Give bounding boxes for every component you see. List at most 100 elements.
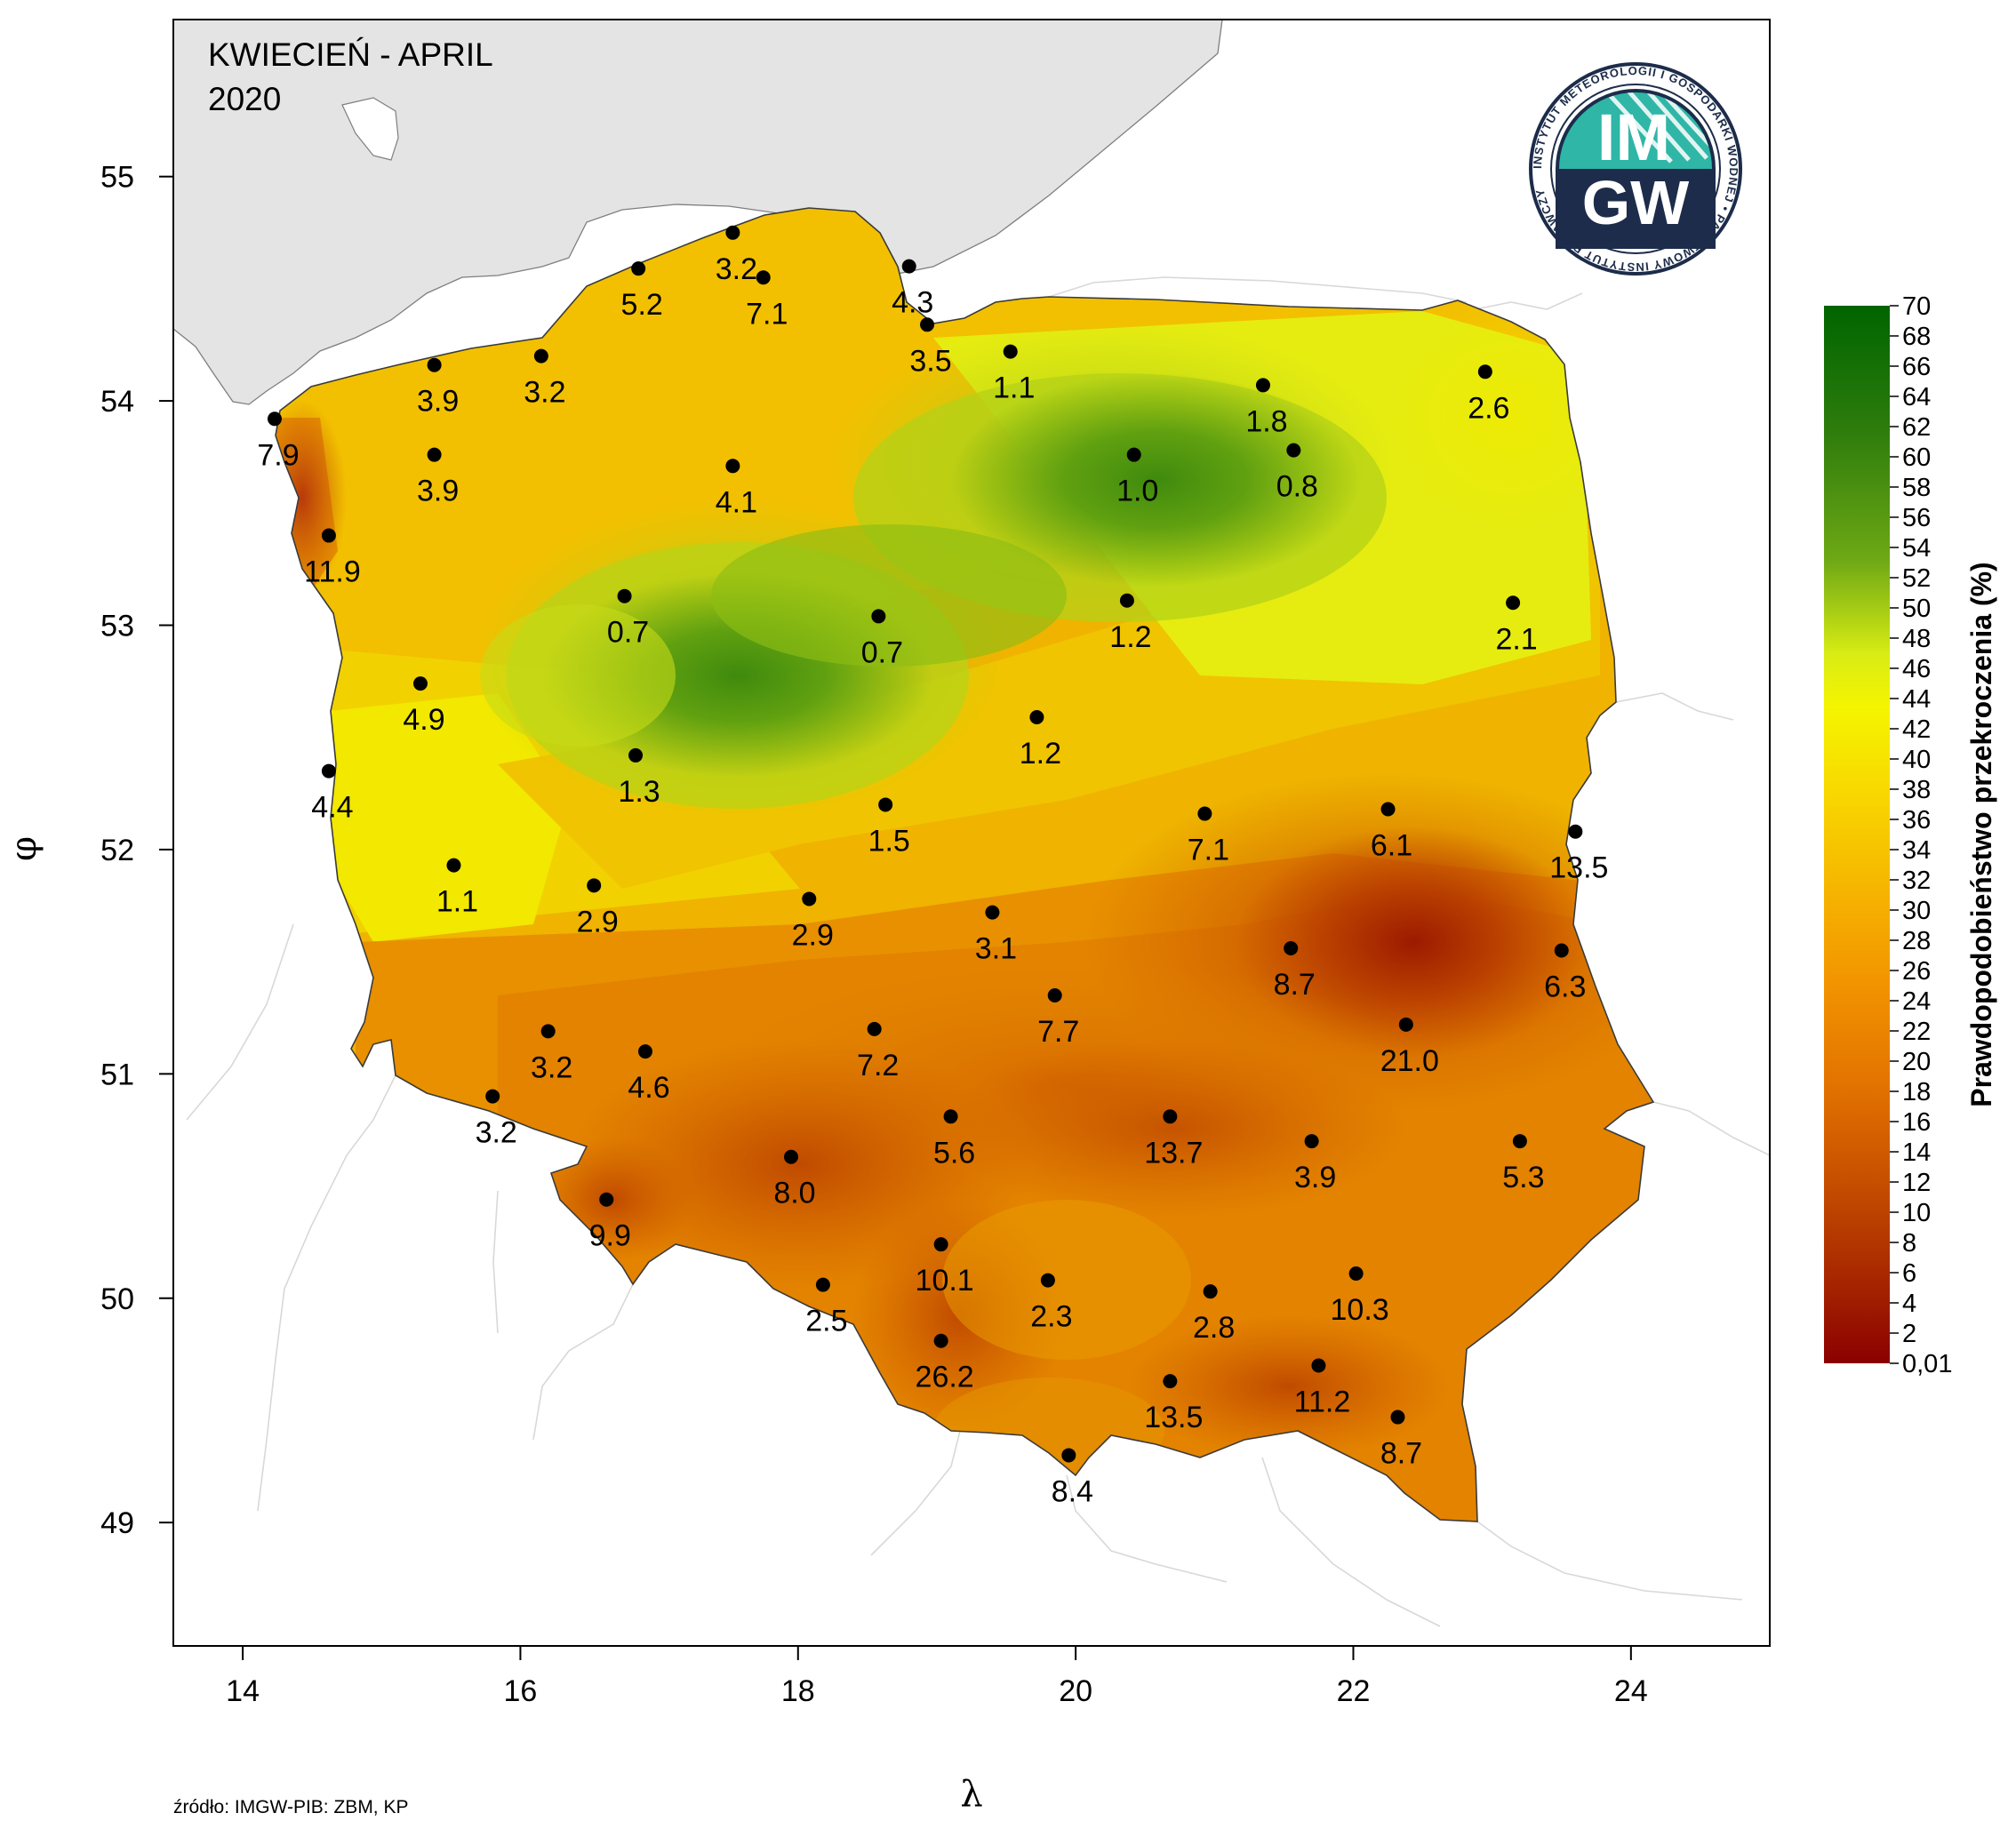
legend-label: 64 [1902, 383, 1931, 411]
station-marker [1380, 802, 1396, 817]
station-marker [446, 858, 461, 873]
station-marker [1477, 364, 1492, 379]
station-marker [933, 1333, 948, 1348]
station-value: 8.4 [1052, 1474, 1093, 1508]
station-value: 3.9 [417, 385, 459, 419]
station-marker [637, 1044, 652, 1059]
station-value: 1.1 [436, 885, 478, 919]
station-value: 4.6 [628, 1071, 669, 1105]
station-marker [1512, 1134, 1527, 1149]
station-value: 5.2 [621, 288, 663, 322]
station-value: 3.5 [909, 344, 951, 378]
station-value: 7.1 [1188, 834, 1229, 867]
legend-label: 6 [1902, 1259, 1916, 1288]
y-tick-label: 51 [100, 1058, 134, 1091]
y-tick-label: 55 [100, 161, 134, 195]
legend-labels: 7068666462605856545250484644424038363432… [1890, 292, 1952, 1378]
station-value: 2.1 [1495, 622, 1537, 656]
legend-label: 40 [1902, 746, 1931, 774]
station-value: 1.0 [1116, 475, 1158, 508]
imgw-logo: IM GW INSTYTUT METEOROLOGII I GOSPODARKI… [1529, 62, 1742, 276]
source-note: źródło: IMGW-PIB: ZBM, KP [173, 1797, 409, 1817]
legend-title: Prawdopodobieństwo przekroczenia (%) [1965, 562, 1997, 1106]
map-title: KWIECIEŃ - APRIL [208, 36, 493, 73]
station-marker [933, 1237, 948, 1252]
station-marker [1568, 824, 1583, 839]
station-value: 1.8 [1245, 404, 1287, 438]
legend-label: 20 [1902, 1048, 1931, 1076]
legend-label: 4 [1902, 1290, 1916, 1318]
station-value: 1.5 [868, 824, 910, 858]
station-value: 21.0 [1380, 1044, 1439, 1078]
station-marker [871, 609, 886, 624]
legend-label: 68 [1902, 323, 1931, 351]
station-value: 4.1 [716, 485, 757, 519]
station-marker [321, 763, 336, 779]
legend-label: 60 [1902, 443, 1931, 472]
plot-frame [172, 19, 1771, 1647]
legend-label: 16 [1902, 1108, 1931, 1137]
station-value: 2.9 [792, 918, 834, 952]
station-value: 3.2 [476, 1116, 517, 1150]
station-marker [815, 1277, 830, 1292]
station-value: 13.7 [1144, 1136, 1203, 1170]
legend-label: 36 [1902, 806, 1931, 835]
legend-label: 46 [1902, 655, 1931, 683]
station-value: 2.6 [1468, 391, 1509, 425]
station-marker [1203, 1284, 1218, 1299]
station-value: 10.1 [916, 1264, 974, 1298]
station-marker [427, 447, 442, 462]
legend-label: 56 [1902, 504, 1931, 532]
station-marker [321, 528, 336, 543]
station-marker [1348, 1266, 1364, 1281]
y-tick-label: 52 [100, 834, 134, 867]
station-marker [1255, 378, 1270, 393]
legend-label: 34 [1902, 836, 1931, 865]
station-value: 11.9 [304, 555, 361, 589]
station-value: 13.5 [1144, 1401, 1203, 1434]
station-marker [1040, 1273, 1055, 1288]
station-marker [1029, 710, 1044, 725]
y-tick-label: 50 [100, 1282, 134, 1316]
legend-label: 28 [1902, 927, 1931, 955]
legend-label: 10 [1902, 1199, 1931, 1227]
station-value: 0.7 [607, 616, 649, 650]
station-marker [599, 1192, 614, 1207]
station-value: 7.9 [257, 438, 299, 472]
station-marker [1197, 806, 1212, 821]
station-value: 4.4 [311, 791, 353, 825]
legend-label: 32 [1902, 867, 1931, 895]
station-value: 7.1 [746, 297, 788, 331]
logo-letters-top: IM [1597, 100, 1670, 174]
legend-label: 26 [1902, 957, 1931, 986]
legend-label: 22 [1902, 1018, 1931, 1046]
legend-label: 54 [1902, 534, 1931, 563]
station-value: 6.3 [1544, 970, 1586, 1004]
legend-label: 30 [1902, 897, 1931, 925]
station-value: 0.7 [861, 635, 903, 669]
baltic-sea [173, 20, 1223, 405]
curonian-lagoon [341, 97, 399, 161]
station-marker [1061, 1448, 1076, 1463]
legend-label: 14 [1902, 1138, 1931, 1167]
station-marker [1163, 1109, 1178, 1124]
logo-letters-bottom: GW [1582, 168, 1690, 237]
station-marker [1126, 447, 1141, 462]
station-value: 8.0 [773, 1177, 815, 1210]
station-marker [943, 1109, 958, 1124]
legend-label: 70 [1902, 292, 1931, 321]
station-value: 8.7 [1380, 1437, 1422, 1471]
y-tick-label: 54 [100, 385, 134, 419]
station-marker [1398, 1017, 1413, 1032]
color-legend: 7068666462605856545250484644424038363432… [1824, 292, 1997, 1378]
station-value: 3.2 [531, 1050, 572, 1084]
x-tick-label: 20 [1059, 1674, 1092, 1708]
station-value: 7.2 [857, 1049, 899, 1082]
station-value: 13.5 [1549, 851, 1608, 885]
station-value: 26.2 [916, 1361, 974, 1394]
station-marker [1119, 593, 1134, 608]
legend-label: 2 [1902, 1320, 1916, 1348]
legend-label: 12 [1902, 1169, 1931, 1197]
legend-label: 44 [1902, 685, 1931, 714]
y-axis-title: φ [4, 836, 44, 861]
